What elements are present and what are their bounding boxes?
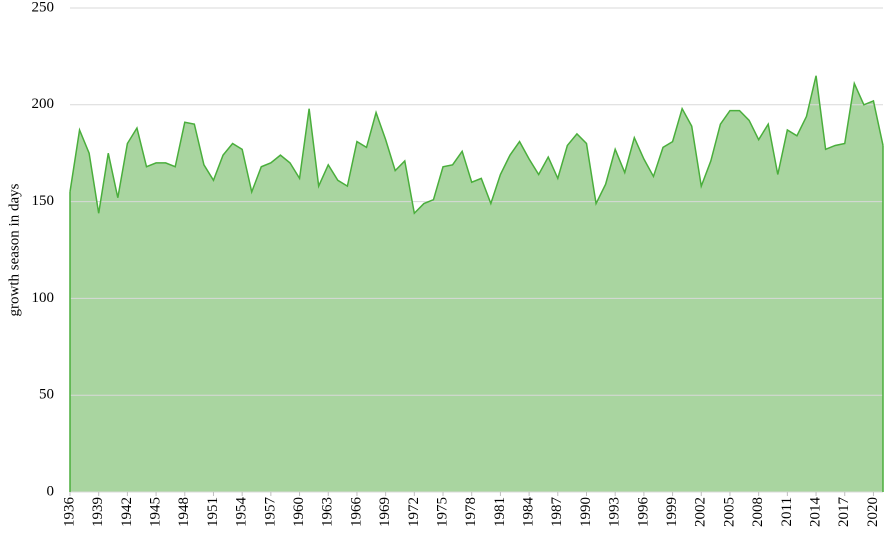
- y-tick-label: 50: [39, 387, 54, 403]
- x-tick-label: 1966: [348, 497, 364, 528]
- x-tick-label: 1969: [377, 497, 393, 527]
- x-tick-label: 2002: [693, 497, 709, 527]
- x-tick-label: 1942: [119, 497, 135, 527]
- x-tick-label: 1999: [664, 497, 680, 527]
- x-tick-label: 1957: [262, 497, 278, 528]
- x-tick-label: 1981: [492, 497, 508, 527]
- x-tick-label: 1993: [607, 497, 623, 527]
- y-axis-label: growth season in days: [6, 183, 22, 316]
- x-tick-label: 2017: [836, 497, 852, 528]
- x-tick-label: 1987: [549, 497, 565, 528]
- x-tick-label: 2008: [750, 497, 766, 527]
- x-tick-label: 1936: [61, 497, 77, 528]
- x-tick-label: 1945: [148, 497, 164, 527]
- x-tick-label: 1954: [234, 497, 250, 528]
- x-tick-label: 2014: [807, 497, 823, 528]
- x-tick-label: 1963: [320, 497, 336, 527]
- y-tick-label: 100: [32, 290, 55, 306]
- x-tick-label: 1972: [406, 497, 422, 527]
- x-tick-label: 1948: [176, 497, 192, 527]
- x-tick-label: 1975: [434, 497, 450, 527]
- y-tick-label: 150: [32, 193, 55, 209]
- x-tick-label: 1996: [635, 497, 651, 528]
- x-tick-label: 1978: [463, 497, 479, 527]
- x-tick-label: 1960: [291, 497, 307, 527]
- x-tick-label: 1939: [90, 497, 106, 527]
- y-tick-label: 0: [47, 483, 55, 499]
- area-fill: [70, 75, 883, 492]
- x-tick-label: 1984: [521, 497, 537, 528]
- x-tick-label: 2005: [721, 497, 737, 527]
- y-tick-label: 200: [32, 96, 55, 112]
- x-tick-label: 2020: [865, 497, 881, 527]
- y-tick-label: 250: [32, 0, 55, 15]
- x-tick-label: 2011: [779, 497, 795, 526]
- area-line: [69, 75, 884, 492]
- x-tick-label: 1990: [578, 497, 594, 527]
- x-tick-label: 1951: [205, 497, 221, 527]
